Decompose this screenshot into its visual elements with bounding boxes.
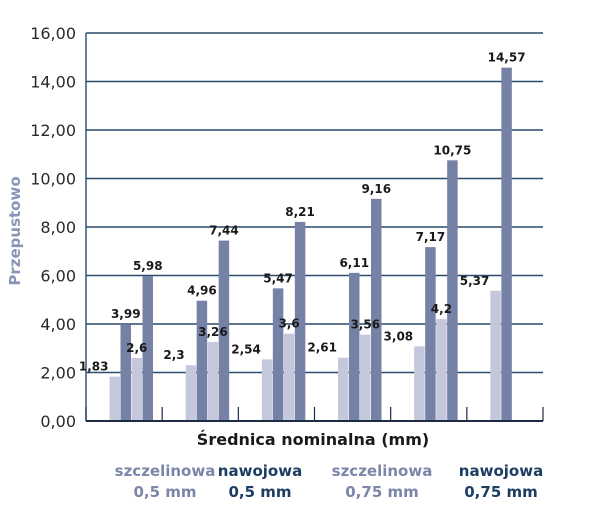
bar-dark	[371, 198, 382, 421]
bar-light	[207, 341, 219, 421]
legend-label-type: szczelinowa	[114, 462, 216, 480]
data-label: 2,3	[163, 348, 184, 362]
bar-dark	[349, 272, 360, 421]
legend-item-wound-0-75: nawojowa 0,75 mm	[431, 461, 571, 503]
data-label: 8,21	[285, 205, 315, 219]
bar-dark	[120, 324, 131, 421]
bar-dark	[218, 240, 230, 421]
data-label: 3,08	[384, 329, 414, 343]
data-label: 5,98	[133, 259, 163, 273]
legend-item-slotted-0-75: szczelinowa 0,75 mm	[312, 461, 452, 503]
data-label: 4,96	[187, 284, 217, 298]
bar-light	[360, 334, 371, 421]
x-axis-ticks	[85, 407, 544, 421]
bar-light	[490, 290, 501, 421]
data-label: 2,61	[307, 341, 337, 355]
data-label: 3,6	[278, 317, 299, 331]
legend-label-size: 0,5 mm	[133, 483, 197, 501]
gridlines	[85, 32, 543, 421]
y-axis-label: Przepustowo	[6, 176, 24, 285]
bar-light	[261, 359, 273, 421]
bar-dark	[142, 275, 153, 421]
bar-light	[185, 365, 197, 421]
legend-label-type: szczelinowa	[331, 462, 433, 480]
y-tick-labels: 0,00 2,00 4,00 6,00 8,00 10,00 12,00 14,00 16,00	[30, 24, 76, 431]
data-label: 5,47	[263, 271, 293, 285]
data-label: 9,16	[361, 182, 391, 196]
y-tick-label: 16,00	[30, 24, 76, 43]
bar-light	[109, 376, 120, 421]
y-tick-label: 6,00	[40, 267, 76, 286]
y-tick-label: 10,00	[30, 170, 76, 189]
bar-light	[283, 333, 295, 421]
data-label: 1,83	[79, 360, 109, 374]
data-label: 3,56	[350, 318, 380, 332]
data-labels: 1,83 3,99 2,6 5,98 2,3 4,96 3,26 7,44 2,54 5,47 3,…	[79, 51, 526, 374]
legend: szczelinowa 0,5 mm nawojowa 0,5 mm szcze…	[0, 461, 600, 505]
bar-chart: 1,83 3,99 2,6 5,98 2,3 4,96 3,26 7,44 2,54 5,47 3,…	[6, 24, 544, 449]
bar-dark	[425, 247, 436, 421]
bar-light	[414, 346, 425, 421]
bars	[109, 67, 512, 422]
legend-item-wound-0-5: nawojowa 0,5 mm	[190, 461, 330, 503]
data-label: 3,99	[111, 307, 141, 321]
bar-dark	[447, 160, 458, 421]
bar-light	[338, 357, 349, 421]
data-label: 6,11	[339, 256, 369, 270]
bar-dark	[501, 67, 512, 422]
data-label: 10,75	[433, 143, 471, 157]
legend-label-type: nawojowa	[217, 462, 303, 480]
legend-label-size: 0,75 mm	[345, 483, 419, 501]
legend-label-size: 0,5 mm	[228, 483, 292, 501]
data-label: 3,26	[198, 325, 228, 339]
legend-label-type: nawojowa	[458, 462, 544, 480]
data-label: 14,57	[488, 51, 526, 65]
bar-light	[436, 319, 447, 421]
y-tick-label: 12,00	[30, 121, 76, 140]
y-tick-label: 14,00	[30, 73, 76, 92]
data-label: 7,17	[416, 230, 446, 244]
y-tick-label: 8,00	[40, 218, 76, 237]
data-label: 2,6	[126, 341, 147, 355]
bar-light	[131, 357, 142, 421]
bar-dark	[272, 288, 284, 421]
bar-dark	[196, 300, 208, 421]
y-tick-label: 2,00	[40, 364, 76, 383]
data-label: 7,44	[209, 224, 239, 238]
legend-label-size: 0,75 mm	[464, 483, 538, 501]
y-tick-label: 4,00	[40, 315, 76, 334]
x-axis-label: Średnica nominalna (mm)	[197, 430, 429, 449]
data-label: 2,54	[231, 342, 261, 356]
data-label: 5,37	[460, 274, 490, 288]
data-label: 4,2	[431, 302, 452, 316]
bar-dark	[294, 221, 306, 421]
legend-item-slotted-0-5: szczelinowa 0,5 mm	[95, 461, 235, 503]
y-tick-label: 0,00	[40, 412, 76, 431]
